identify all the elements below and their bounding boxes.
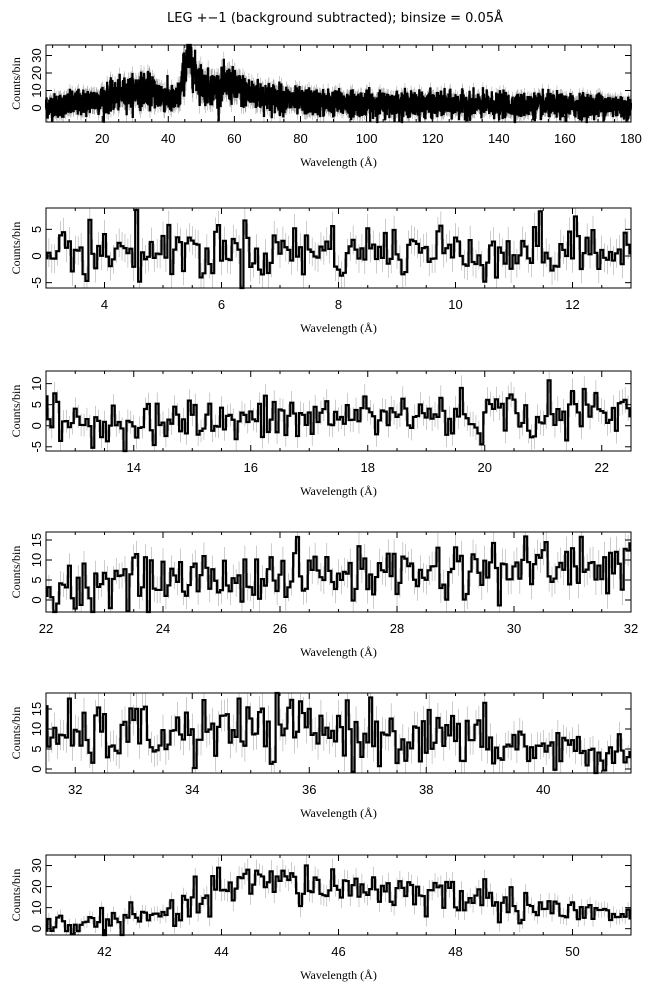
y-tick-label: 0	[29, 765, 44, 772]
y-tick-label: 10	[29, 900, 44, 914]
panel-4: 22 24 26 28 30 32 0 5 10 15 Wavelength (Å) Counts/b…	[9, 531, 638, 659]
y-axis-label: Counts/bin	[9, 707, 23, 760]
x-tick-label: 180	[620, 131, 642, 146]
y-tick-label: 10	[29, 83, 44, 97]
y-tick-label: 30	[29, 48, 44, 62]
x-tick-label: 40	[536, 782, 550, 797]
x-axis-label: Wavelength (Å)	[300, 484, 377, 498]
y-tick-label: 20	[29, 879, 44, 893]
x-tick-label: 80	[293, 131, 307, 146]
plot-frame	[45, 44, 632, 123]
x-tick-label: 34	[185, 782, 199, 797]
y-tick-label: 0	[29, 252, 44, 259]
x-tick-label: 16	[244, 460, 258, 475]
y-tick-label: 5	[29, 401, 44, 408]
x-tick-label: 140	[488, 131, 510, 146]
panel-2: 4 6 8 10 12 -5 0 5 Wavelength (Å) Counts/bin	[9, 207, 632, 335]
x-tick-label: 60	[227, 131, 241, 146]
spectrum-series	[46, 864, 631, 937]
y-tick-label: 20	[29, 66, 44, 80]
x-tick-label: 8	[335, 297, 342, 312]
x-axis-label: Wavelength (Å)	[300, 155, 377, 169]
spectrum-series	[46, 379, 631, 453]
x-tick-label: 22	[39, 621, 53, 636]
panel-1: 20 40 60 80 100 120 140 160 180 0 10 20 30 Wavelength…	[9, 43, 642, 169]
y-tick-label: 5	[29, 226, 44, 233]
y-tick-label: 30	[29, 858, 44, 872]
panel-5: 32 34 36 38 40 0 5 10 15 Wavelength (Å) Counts/bin	[9, 691, 632, 820]
error-bars	[45, 855, 632, 935]
error-bars	[45, 532, 632, 612]
y-tick-label: 5	[29, 745, 44, 752]
x-tick-label: 50	[565, 944, 579, 959]
x-tick-label: 36	[302, 782, 316, 797]
x-tick-label: 26	[273, 621, 287, 636]
figure-title: LEG +−1 (background subtracted); binsize…	[167, 10, 503, 26]
x-tick-label: 10	[448, 297, 462, 312]
y-tick-label: 0	[29, 104, 44, 111]
y-tick-label: 15	[29, 533, 44, 547]
x-tick-label: 22	[595, 460, 609, 475]
x-tick-label: 44	[214, 944, 228, 959]
spectrum-series	[46, 208, 631, 290]
x-tick-label: 4	[101, 297, 108, 312]
spectrum-series	[46, 691, 631, 775]
y-tick-label: 0	[29, 596, 44, 603]
x-tick-label: 160	[554, 131, 576, 146]
x-tick-label: 32	[624, 621, 638, 636]
x-tick-label: 18	[361, 460, 375, 475]
y-axis-label: Counts/bin	[9, 57, 23, 110]
y-tick-label: 15	[29, 702, 44, 716]
error-bars	[45, 208, 632, 288]
x-tick-label: 100	[356, 131, 378, 146]
spectrum-series	[46, 535, 631, 614]
x-tick-label: 20	[95, 131, 109, 146]
y-tick-label: -5	[29, 441, 44, 453]
x-tick-label: 40	[161, 131, 175, 146]
y-axis-label: Counts/bin	[9, 385, 23, 438]
x-tick-label: 38	[419, 782, 433, 797]
x-axis-label: Wavelength (Å)	[300, 806, 377, 820]
x-tick-label: 6	[218, 297, 225, 312]
x-tick-label: 32	[68, 782, 82, 797]
error-bars	[45, 693, 632, 773]
x-tick-label: 20	[478, 460, 492, 475]
panel-3: 14 16 18 20 22 -5 0 5 10 Wavelength (Å) Counts/bin	[9, 370, 632, 498]
error-bars	[45, 371, 632, 451]
x-axis-label: Wavelength (Å)	[300, 968, 377, 982]
x-tick-label: 24	[156, 621, 170, 636]
y-tick-label: 10	[29, 722, 44, 736]
x-tick-label: 12	[565, 297, 579, 312]
y-tick-label: 5	[29, 576, 44, 583]
y-tick-label: 0	[29, 422, 44, 429]
x-axis-label: Wavelength (Å)	[300, 321, 377, 335]
spectrum-series	[44, 43, 633, 124]
x-tick-label: 46	[331, 944, 345, 959]
x-tick-label: 120	[422, 131, 444, 146]
y-axis-label: Counts/bin	[9, 222, 23, 275]
y-tick-label: 10	[29, 376, 44, 390]
y-tick-label: 10	[29, 553, 44, 567]
y-axis-label: Counts/bin	[9, 546, 23, 599]
y-tick-label: -5	[29, 277, 44, 289]
x-tick-label: 14	[127, 460, 141, 475]
x-tick-label: 48	[448, 944, 462, 959]
y-axis-label: Counts/bin	[9, 869, 23, 922]
x-tick-label: 30	[507, 621, 521, 636]
x-axis-label: Wavelength (Å)	[300, 645, 377, 659]
panel-6: 42 44 46 48 50 0 10 20 30 Wavelength (Å) Counts/bi…	[9, 854, 632, 982]
y-tick-label: 0	[29, 925, 44, 932]
x-tick-label: 28	[390, 621, 404, 636]
x-tick-label: 42	[97, 944, 111, 959]
